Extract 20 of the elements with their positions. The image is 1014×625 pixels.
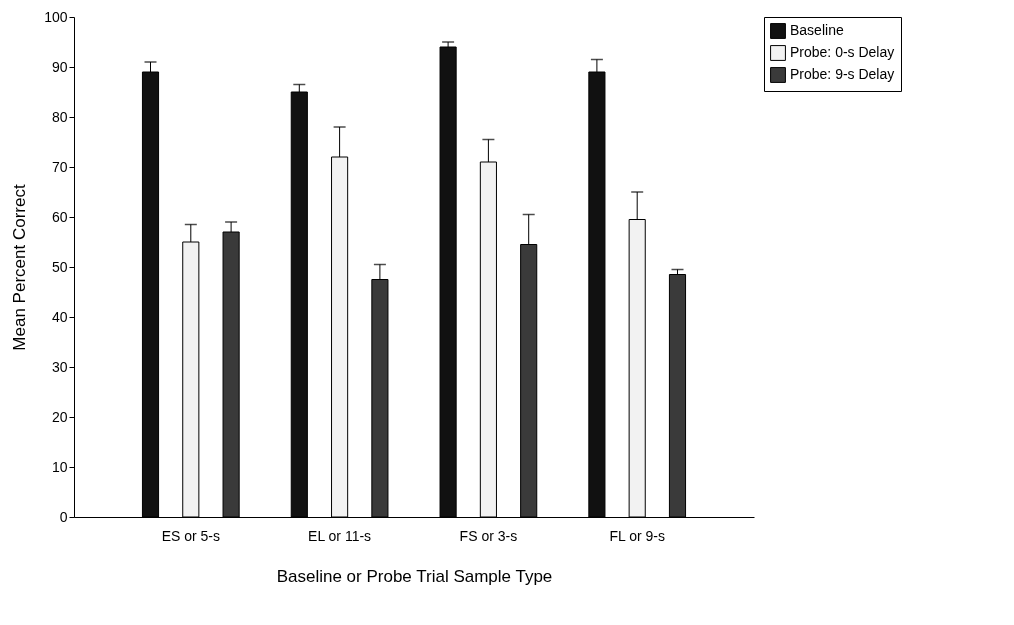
y-tick-label: 60 bbox=[51, 208, 68, 225]
legend-label: Baseline bbox=[790, 22, 844, 38]
y-tick-label: 40 bbox=[51, 308, 68, 325]
y-tick-label: 20 bbox=[51, 408, 68, 425]
legend-label: Probe: 0-s Delay bbox=[790, 44, 895, 60]
y-axis-title: Mean Percent Correct bbox=[10, 184, 30, 351]
x-tick-label: ES or 5-s bbox=[161, 527, 220, 544]
y-tick-label: 30 bbox=[51, 358, 68, 375]
y-tick-label: 100 bbox=[44, 8, 68, 25]
y-tick-label: 10 bbox=[51, 458, 68, 475]
y-tick-label: 70 bbox=[51, 158, 68, 175]
y-tick-label: 80 bbox=[51, 108, 68, 125]
legend-label: Probe: 9-s Delay bbox=[790, 66, 895, 82]
x-tick-label: FL or 9-s bbox=[609, 527, 665, 544]
x-tick-label: FS or 3-s bbox=[459, 527, 518, 544]
y-tick-label: 0 bbox=[59, 508, 68, 525]
y-tick-label: 50 bbox=[51, 258, 68, 275]
x-axis-title: Baseline or Probe Trial Sample Type bbox=[276, 566, 553, 586]
x-tick-label: EL or 11-s bbox=[308, 527, 372, 544]
y-tick-label: 90 bbox=[51, 58, 68, 75]
